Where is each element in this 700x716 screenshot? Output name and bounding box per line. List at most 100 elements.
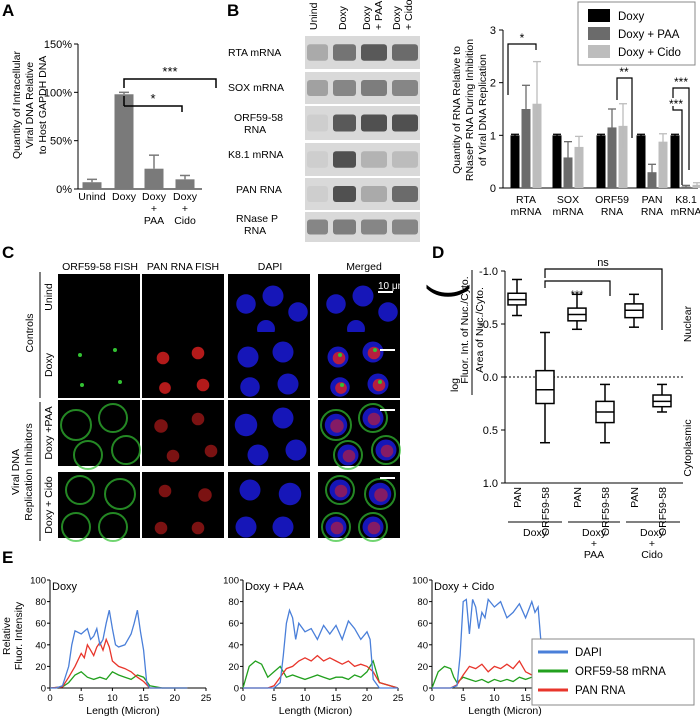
blot-band — [307, 80, 328, 96]
panel-b-bar — [510, 135, 520, 188]
panel-b-sig-k81-bottom: *** — [669, 97, 683, 111]
panel-e-x-tick-label: 10 — [489, 693, 500, 704]
orf-cytoplasm-ring — [61, 512, 91, 542]
blot-band — [361, 114, 387, 132]
panel-a-cat-paa-3: PAA — [144, 215, 164, 227]
orf-cytoplasm-ring — [325, 475, 355, 505]
panel-a-cat-cido-1: Doxy — [173, 191, 198, 203]
panel-c: C ORF59-58 FISH PAN RNA FISH DAPI Merged… — [2, 243, 406, 542]
panel-d-xlabels: PAN ORF59-58 PAN ORF59-58 PAN ORF59-58 — [512, 487, 669, 536]
panel-d-cond-cido-1: Doxy — [640, 527, 665, 539]
orf-cytoplasm-ring — [371, 435, 401, 465]
panel-c-label: C — [2, 243, 14, 262]
panel-b-group-rta-2: mRNA — [511, 206, 542, 218]
nucleus-pan-rna — [154, 419, 168, 433]
panel-e-xlabel: Length (Micron) — [468, 705, 542, 716]
panel-a-cat-doxy: Doxy — [112, 191, 137, 203]
blot-col-unind: Unind — [308, 2, 320, 30]
nucleus-pan-rna — [196, 378, 210, 392]
orf-focus — [78, 353, 82, 357]
panel-b-label: B — [227, 1, 239, 20]
nucleus-pan-rna — [166, 449, 180, 463]
panel-e-x-tick-label: 20 — [170, 693, 181, 704]
panel-d-side-nuclear: Nuclear — [682, 305, 694, 342]
panel-e-y-tick-label: 0 — [41, 684, 46, 695]
panel-b-group-orf-2: RNA — [601, 206, 623, 218]
micrograph-tile — [58, 400, 140, 466]
blot-row-k81: K8.1 mRNA — [228, 149, 283, 161]
panel-a-bars — [82, 91, 195, 189]
blot-band — [361, 151, 387, 168]
legend-swatch-cido — [588, 45, 610, 58]
panel-d-x-tick-label: ORF59-58 — [600, 487, 612, 536]
blot-row-orf-2: RNA — [244, 124, 266, 136]
panel-d-cond-paa-2: + — [591, 538, 597, 550]
blot-band — [307, 186, 328, 202]
panel-e-plot-title: Doxy + PAA — [245, 581, 304, 593]
orf-focus — [118, 380, 122, 384]
blot-band — [333, 186, 356, 202]
panel-b-bar — [692, 184, 700, 188]
micrograph-tile — [318, 332, 400, 398]
nucleus-pan-rna — [332, 351, 346, 365]
legend-label-doxy: Doxy — [618, 11, 644, 23]
blot-band — [392, 186, 418, 202]
panel-a-y-tick-label: 50% — [50, 136, 72, 148]
blot-row-rta: RTA mRNA — [228, 47, 281, 59]
panel-b-bars — [510, 60, 700, 188]
panel-b-group-rta-1: RTA — [516, 194, 536, 206]
nucleus-dapi — [378, 302, 398, 322]
panel-b-group-pan-1: PAN — [642, 194, 663, 206]
panel-c-col-dapi: DAPI — [258, 261, 283, 273]
panel-e-y-tick-label: 80 — [417, 597, 428, 608]
panel-d-sig-ns: ns — [597, 257, 609, 269]
panel-a-ylabel-3: to Host GAPDH DNA — [37, 56, 49, 155]
panel-e-x-tick-label: 10 — [300, 693, 311, 704]
panel-b-bar — [658, 141, 668, 188]
panel-e-label: E — [2, 548, 13, 567]
orf-cytoplasm-ring — [104, 478, 136, 510]
panel-c-group-inhib-2: Replication Inhibitors — [23, 423, 35, 520]
panel-e: E Relative Fluor. Intensity 020406080100… — [1, 548, 695, 716]
panel-a-y-tick-label: 0% — [56, 184, 72, 196]
panel-d-paren-open: ( — [418, 284, 470, 300]
nucleus-dapi — [278, 482, 302, 506]
panel-e-x-tick-label: 15 — [138, 693, 149, 704]
panel-e-x-tick-label: 15 — [520, 693, 531, 704]
nucleus-pan-rna — [367, 412, 381, 426]
panel-d-y-tick-label: 0.0 — [483, 372, 498, 384]
panel-a-significance — [123, 78, 217, 112]
blot-band — [333, 80, 356, 96]
blot-row-rnasep-1: RNase P — [236, 213, 278, 225]
panel-a-cat-cido-2: + — [182, 203, 188, 215]
panel-e-y-tick-label: 60 — [228, 619, 239, 630]
panel-d-ylabel-log: log — [449, 378, 461, 392]
panel-d-boxes — [507, 278, 672, 444]
blot-rows — [305, 36, 420, 242]
blot-band — [392, 151, 418, 168]
panel-a-sig-bottom: * — [150, 91, 155, 106]
blot-band — [307, 114, 328, 132]
blot-band — [307, 151, 328, 168]
blot-col-doxy: Doxy — [337, 5, 349, 30]
micrograph-tile — [228, 332, 310, 398]
orf-cytoplasm-ring — [60, 409, 92, 441]
blot-row-orf-1: ORF59-58 — [234, 112, 283, 124]
blot-band — [333, 151, 356, 168]
panel-a-ylabel-1: Quantity of Intracellular — [11, 51, 23, 159]
panel-e-plot-title: Doxy — [52, 581, 78, 593]
nucleus-pan-rna — [191, 521, 205, 535]
panel-e-x-tick-label: 5 — [461, 693, 466, 704]
nucleus-dapi — [234, 413, 258, 437]
orf-focus — [340, 383, 344, 387]
panel-a-label: A — [2, 1, 14, 20]
panel-e-y-tick-label: 40 — [35, 640, 46, 651]
panel-b-bar — [596, 135, 606, 188]
panel-d-y-tick-label: -1.0 — [479, 266, 498, 278]
panel-b-y-tick-label: 3 — [490, 25, 496, 37]
legend-label-pan: PAN RNA — [575, 685, 626, 697]
panel-d-cond-doxy: Doxy — [523, 527, 548, 539]
orf-focus — [373, 348, 377, 352]
panel-d-sig-stars: *** — [571, 289, 585, 301]
